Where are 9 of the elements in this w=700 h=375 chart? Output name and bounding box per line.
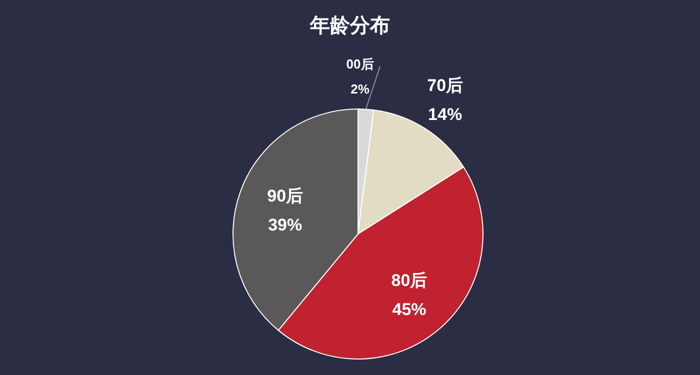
slice-label: 70后 xyxy=(427,76,464,95)
data-label: 2% xyxy=(350,81,370,96)
data-label: 39% xyxy=(268,216,302,235)
chart-title: 年龄分布 xyxy=(309,15,390,37)
slice-label: 80后 xyxy=(391,271,428,290)
data-label: 45% xyxy=(392,300,426,320)
slice-label: 00后 xyxy=(346,56,374,72)
slice-label: 90后 xyxy=(267,186,304,206)
data-label: 14% xyxy=(428,104,462,124)
